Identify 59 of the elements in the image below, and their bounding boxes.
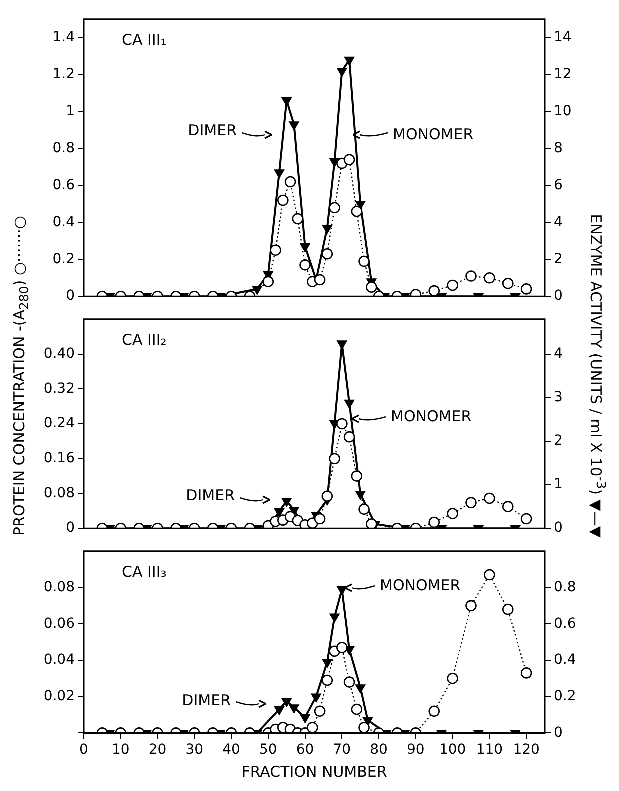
y-tick-label: 0.06	[44, 616, 76, 632]
y-tick-label: 0.02	[44, 688, 75, 704]
x-tick-label: 10	[112, 742, 130, 758]
y2-tick-label: 2	[554, 433, 563, 450]
x-tick-label: 120	[513, 742, 540, 758]
y-tick-label: 0.2	[52, 251, 75, 268]
x-tick-label: 40	[222, 742, 240, 758]
x-tick-label: 90	[407, 742, 425, 758]
annotation: DIMER	[188, 122, 237, 140]
y-tick-label: 0.6	[52, 177, 76, 194]
y-tick-label: 0	[66, 520, 75, 536]
y2-tick-label: 12	[554, 66, 572, 82]
x-tick-label: 20	[148, 742, 167, 758]
x-tick-label: 80	[370, 742, 388, 758]
x-tick-label: 100	[439, 742, 466, 758]
x-tick-label: 70	[333, 742, 352, 758]
text: CA III₁	[122, 30, 167, 49]
x-tick-label: 110	[476, 742, 504, 758]
y-tick-label: 0.16	[44, 450, 76, 467]
y2-tick-label: 6	[554, 177, 563, 194]
y-tick-label: 0.40	[44, 346, 75, 362]
y2-tick-label: 2	[554, 251, 563, 268]
y-tick-label: 0.4	[52, 214, 76, 230]
x-tick-label: 50	[259, 742, 278, 758]
y2-tick-label: 0	[554, 288, 563, 304]
text: CA III₃	[122, 562, 167, 581]
x-axis-title: FRACTION NUMBER	[242, 762, 388, 781]
y-tick-label: 0.08	[44, 579, 75, 596]
x-tick-label: 60	[296, 742, 314, 758]
annotation: MONOMER	[380, 576, 461, 594]
annotation: DIMER	[182, 692, 231, 710]
y2-tick-label: 10	[554, 103, 572, 120]
annotation: MONOMER	[391, 408, 472, 426]
y-tick-label: 1.4	[52, 30, 76, 46]
y-tick-label: 1.2	[52, 66, 75, 82]
y2-tick-label: 14	[554, 30, 572, 46]
y2-tick-label: 4	[554, 346, 563, 362]
y2-tick-label: 1	[554, 476, 563, 493]
y-tick-label: 0.8	[52, 140, 75, 156]
y2-tick-label: 0.2	[554, 688, 576, 704]
y2-tick-label: 0.4	[554, 652, 576, 668]
y-tick-label: 1	[66, 103, 75, 120]
y2-tick-label: 0.6	[554, 616, 576, 632]
annotation: DIMER	[186, 486, 235, 504]
y-tick-label: 0.08	[44, 485, 75, 502]
y-tick-label: 0	[66, 288, 75, 304]
y2-tick-label: 0	[554, 520, 563, 536]
y2-tick-label: 0	[554, 724, 563, 741]
text: CA III₂	[122, 330, 167, 349]
y2-tick-label: 4	[554, 214, 563, 230]
y2-tick-label: 0.8	[554, 579, 576, 596]
x-tick-label: 0	[80, 742, 88, 758]
x-tick-label: 30	[186, 742, 204, 758]
y-tick-label: 0.32	[44, 380, 75, 397]
annotation: MONOMER	[393, 126, 474, 144]
y2-tick-label: 3	[554, 389, 563, 406]
y2-tick-label: 8	[554, 140, 563, 156]
y-tick-label: 0.04	[44, 652, 76, 668]
y-tick-label: 0.24	[44, 416, 76, 432]
